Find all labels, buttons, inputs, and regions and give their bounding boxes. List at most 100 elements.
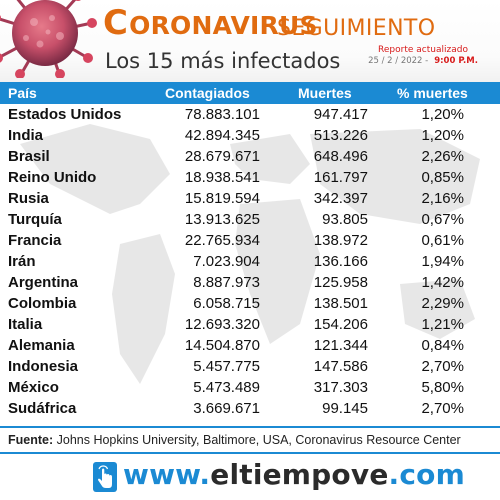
deaths-value: 648.496 <box>313 148 368 165</box>
country-name: Rusia <box>8 190 49 207</box>
table-row: Italia 12.693.320 154.206 1,21% <box>0 314 500 335</box>
country-name: Colombia <box>8 295 77 312</box>
death-pct-value: 2,16% <box>421 190 464 207</box>
cases-value: 6.058.715 <box>193 295 260 312</box>
death-pct-value: 2,70% <box>421 400 464 417</box>
table-row: Alemania 14.504.870 121.344 0,84% <box>0 335 500 356</box>
country-name: India <box>8 127 44 144</box>
death-pct-value: 2,70% <box>421 358 464 375</box>
deaths-value: 317.303 <box>313 379 368 396</box>
death-pct-value: 1,42% <box>421 274 464 291</box>
table-row: México 5.473.489 317.303 5,80% <box>0 377 500 398</box>
table-row: Francia 22.765.934 138.972 0,61% <box>0 230 500 251</box>
death-pct-value: 0,61% <box>421 232 464 249</box>
table-header: País Contagiados Muertes % muertes <box>0 82 500 104</box>
report-date: 25 / 2 / 2022 - <box>368 56 429 66</box>
death-pct-value: 1,21% <box>421 316 464 333</box>
table-row: Estados Unidos 78.883.101 947.417 1,20% <box>0 104 500 125</box>
cases-value: 22.765.934 <box>184 232 260 249</box>
table-row: Rusia 15.819.594 342.397 2,16% <box>0 188 500 209</box>
source-text: Johns Hopkins University, Baltimore, USA… <box>56 433 461 447</box>
country-name: Turquía <box>8 211 62 228</box>
title-initial: C <box>103 3 129 43</box>
country-name: Brasil <box>8 148 50 165</box>
url-suffix: .com <box>388 458 465 491</box>
table-row: Indonesia 5.457.775 147.586 2,70% <box>0 356 500 377</box>
subtitle: Los 15 más infectados <box>105 49 341 73</box>
deaths-value: 947.417 <box>313 106 368 123</box>
death-pct-value: 2,26% <box>421 148 464 165</box>
main-title: CORONAVIRUS <box>103 6 318 40</box>
death-pct-value: 0,85% <box>421 169 464 186</box>
world-map-background <box>20 124 480 384</box>
deaths-value: 138.972 <box>313 232 368 249</box>
table-row: Colombia 6.058.715 138.501 2,29% <box>0 293 500 314</box>
table-row: India 42.894.345 513.226 1,20% <box>0 125 500 146</box>
url-prefix: www. <box>123 458 211 491</box>
country-name: Sudáfrica <box>8 400 77 417</box>
cases-value: 78.883.101 <box>184 106 260 123</box>
website-url: www.eltiempove.com <box>123 458 465 491</box>
country-name: Francia <box>8 232 62 249</box>
table-body: Estados Unidos 78.883.101 947.417 1,20% … <box>0 104 500 426</box>
cases-value: 12.693.320 <box>184 316 260 333</box>
deaths-value: 513.226 <box>313 127 368 144</box>
death-pct-value: 1,94% <box>421 253 464 270</box>
cases-value: 5.457.775 <box>193 358 260 375</box>
source-label: Fuente: <box>8 433 54 447</box>
death-pct-value: 1,20% <box>421 127 464 144</box>
cases-value: 14.504.870 <box>184 337 260 354</box>
column-header-deaths: Muertes <box>298 85 352 101</box>
cases-value: 18.938.541 <box>184 169 260 186</box>
report-time: 9:00 P.M. <box>434 56 478 66</box>
column-header-country: País <box>8 85 37 101</box>
country-name: Reino Unido <box>8 169 97 186</box>
table-row: Sudáfrica 3.669.671 99.145 2,70% <box>0 398 500 419</box>
column-header-death-pct: % muertes <box>397 85 468 101</box>
cases-value: 13.913.625 <box>184 211 260 228</box>
country-name: Alemania <box>8 337 75 354</box>
source-line: Fuente: Johns Hopkins University, Baltim… <box>8 433 461 447</box>
cases-value: 42.894.345 <box>184 127 260 144</box>
deaths-value: 121.344 <box>313 337 368 354</box>
cases-value: 5.473.489 <box>193 379 260 396</box>
country-name: Irán <box>8 253 36 270</box>
cases-value: 28.679.671 <box>184 148 260 165</box>
footer: www.eltiempove.com <box>0 454 500 500</box>
cases-value: 15.819.594 <box>184 190 260 207</box>
cases-value: 7.023.904 <box>193 253 260 270</box>
url-name: eltiempove <box>210 458 389 491</box>
deaths-value: 138.501 <box>313 295 368 312</box>
table-row: Reino Unido 18.938.541 161.797 0,85% <box>0 167 500 188</box>
country-name: México <box>8 379 59 396</box>
header: CORONAVIRUS SEGUIMIENTO Los 15 más infec… <box>0 0 500 82</box>
source-bar: Fuente: Johns Hopkins University, Baltim… <box>0 426 500 454</box>
virus-icon <box>0 0 97 78</box>
country-name: Indonesia <box>8 358 79 375</box>
death-pct-value: 2,29% <box>421 295 464 312</box>
report-datetime: 25 / 2 / 2022 - 9:00 P.M. <box>352 56 494 67</box>
table-row: Turquía 13.913.625 93.805 0,67% <box>0 209 500 230</box>
table-row: Irán 7.023.904 136.166 1,94% <box>0 251 500 272</box>
table-row: Brasil 28.679.671 648.496 2,26% <box>0 146 500 167</box>
deaths-value: 125.958 <box>313 274 368 291</box>
touch-hand-icon <box>93 462 117 492</box>
deaths-value: 99.145 <box>322 400 368 417</box>
report-info: Reporte actualizado 25 / 2 / 2022 - 9:00 … <box>352 45 494 67</box>
report-label: Reporte actualizado <box>378 45 468 55</box>
deaths-value: 136.166 <box>313 253 368 270</box>
country-name: Italia <box>8 316 43 333</box>
title-area: CORONAVIRUS SEGUIMIENTO Los 15 más infec… <box>103 6 498 76</box>
deaths-value: 161.797 <box>313 169 368 186</box>
death-pct-value: 5,80% <box>421 379 464 396</box>
column-header-cases: Contagiados <box>165 85 250 101</box>
country-name: Estados Unidos <box>8 106 122 123</box>
deaths-value: 93.805 <box>322 211 368 228</box>
title-word: ORONAVIRUS <box>129 11 318 40</box>
cases-value: 3.669.671 <box>193 400 260 417</box>
cases-value: 8.887.973 <box>193 274 260 291</box>
table-row: Argentina 8.887.973 125.958 1,42% <box>0 272 500 293</box>
death-pct-value: 0,67% <box>421 211 464 228</box>
death-pct-value: 0,84% <box>421 337 464 354</box>
